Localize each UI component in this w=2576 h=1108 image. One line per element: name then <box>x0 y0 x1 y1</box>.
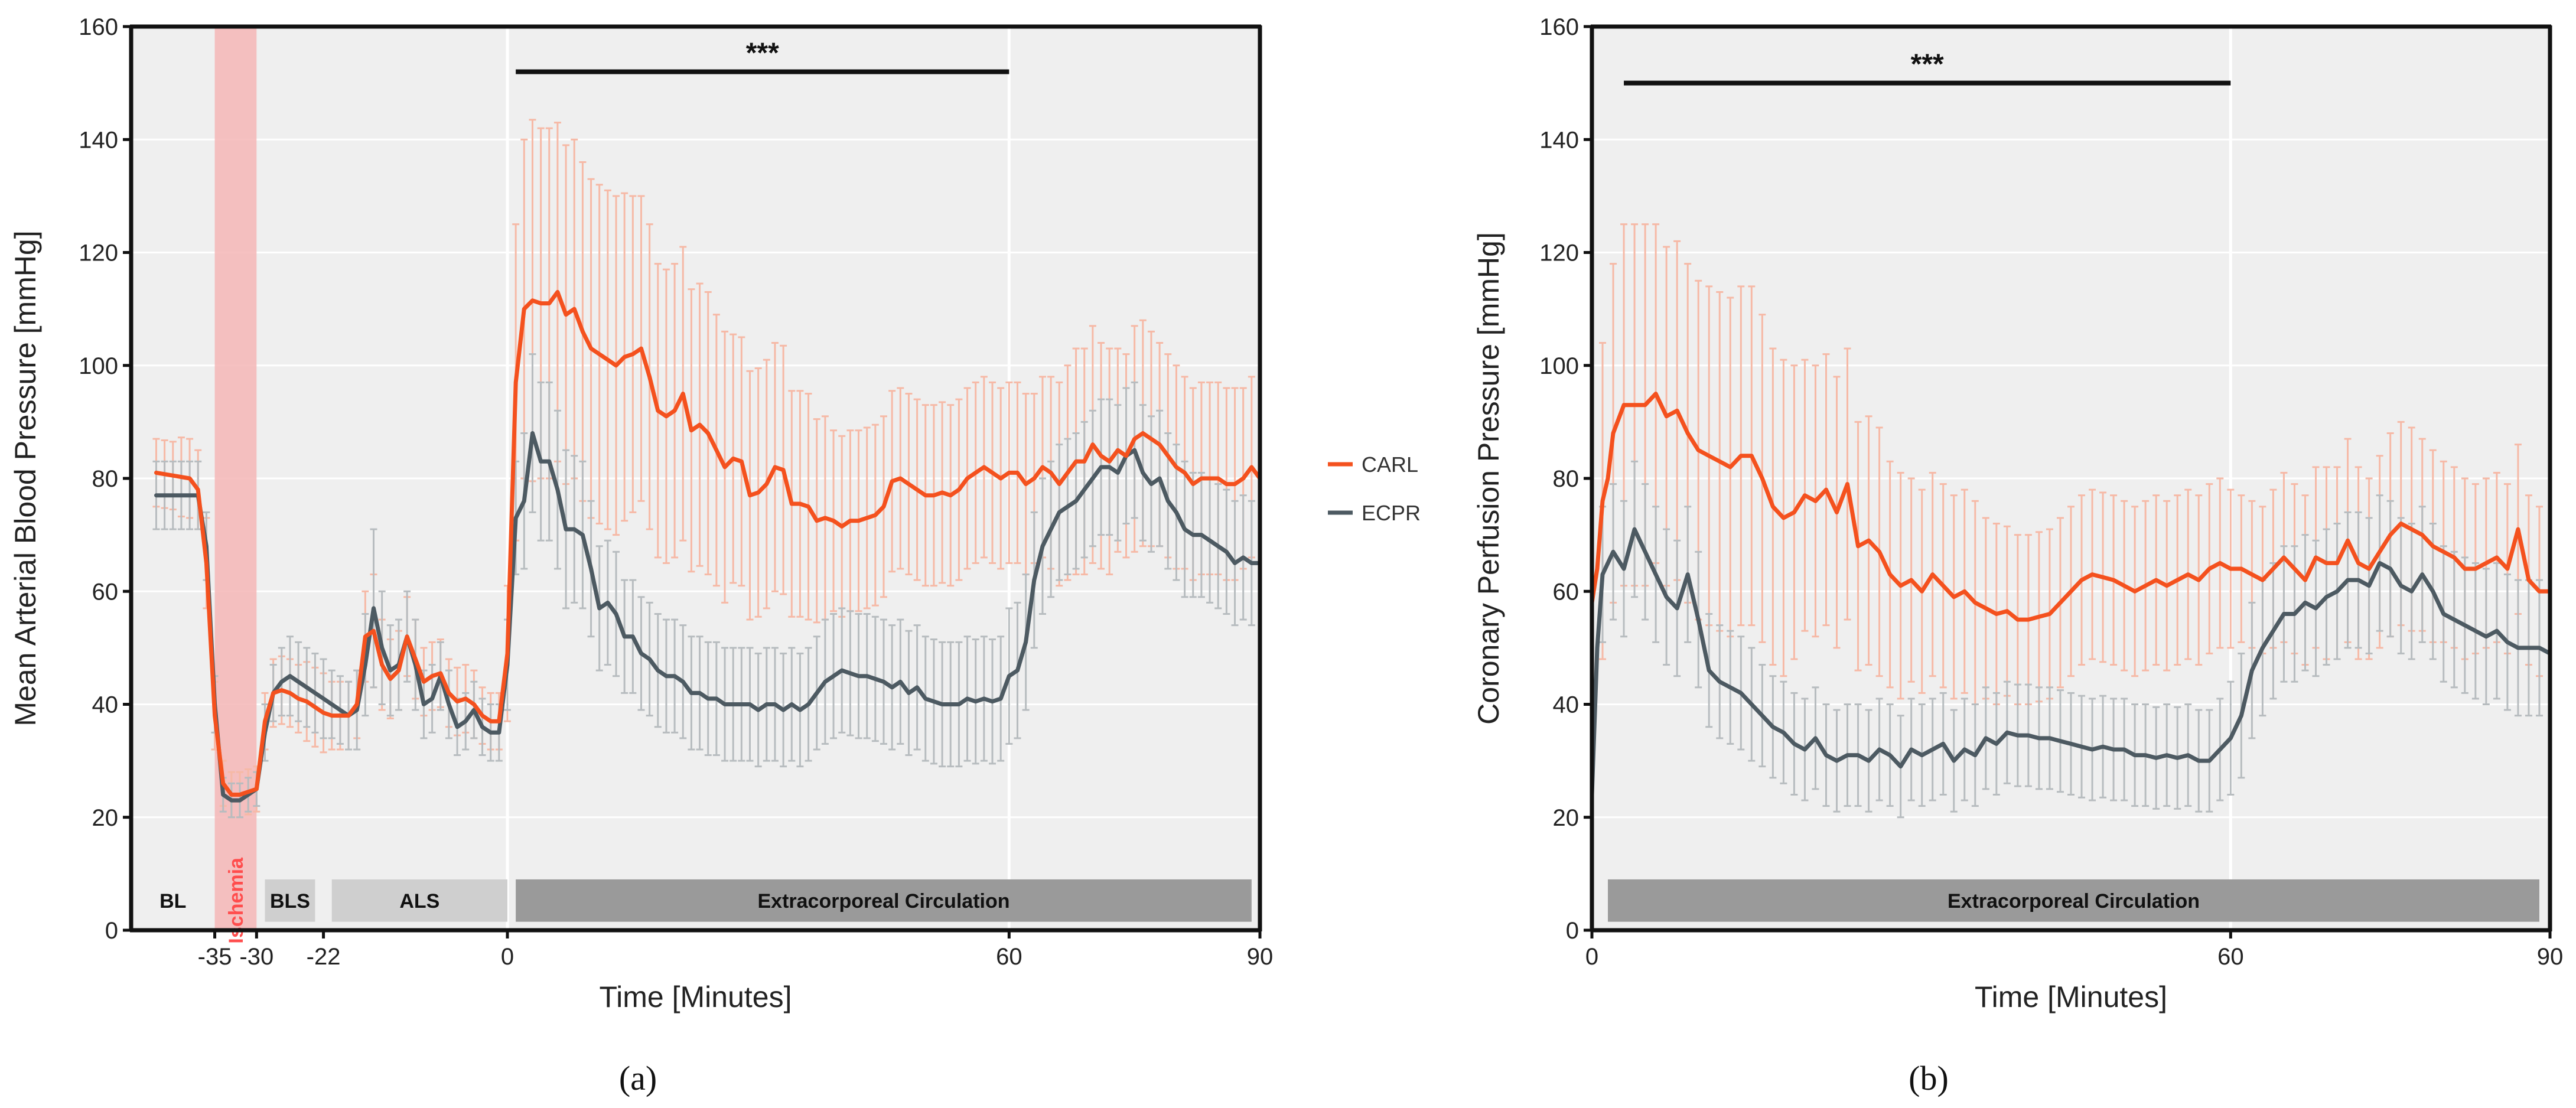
chart-a-x-axis-label: Time [Minutes] <box>599 980 792 1014</box>
panel-a: BL Ischemia BLS ALS Extracorporeal Circulati… <box>9 14 1273 1014</box>
legend: CARL ECPR <box>1328 452 1421 525</box>
chart-b-ytick-label-1: 20 <box>1553 805 1580 831</box>
chart-b-ytick-label-0: 0 <box>1566 918 1579 944</box>
chart-a-xtick-label-3: 0 <box>501 944 514 970</box>
chart-a-ytick-label-2: 40 <box>92 692 119 718</box>
chart-b-ytick-label-7: 140 <box>1539 127 1579 153</box>
chart-a-xtick-label-2: -22 <box>307 944 341 970</box>
chart-b-ytick-label-3: 60 <box>1553 579 1580 605</box>
chart-b-significance-label: *** <box>1911 49 1944 80</box>
chart-a-phase-bls-bar <box>265 879 315 922</box>
chart-a-ytick-label-1: 20 <box>92 805 119 831</box>
chart-b-xtick-label-1: 60 <box>2217 944 2244 970</box>
panel-b: Extracorporeal Circulation *** 0 20 40 60 80 10… <box>1472 14 2563 1014</box>
chart-a-xtick-label-4: 60 <box>996 944 1022 970</box>
chart-b-xtick-label-0: 0 <box>1585 944 1598 970</box>
chart-b-ytick-label-2: 40 <box>1553 692 1580 718</box>
chart-a-ytick-label-5: 100 <box>79 353 118 379</box>
chart-a-phase-als-bar <box>331 879 507 922</box>
caption-b: (b) <box>1909 1059 1949 1097</box>
chart-a-phase-extracorporeal-circulation-label: Extracorporeal Circulation <box>757 890 1009 913</box>
chart-a-ytick-label-8: 160 <box>79 14 118 40</box>
chart-a-phase-extracorporeal-circulation-bar <box>516 879 1252 922</box>
chart-b-phase-extracorporeal-circulation-bar <box>1608 879 2539 922</box>
chart-a-ytick-label-7: 140 <box>79 127 118 153</box>
chart-a-phase-bl-label: BL <box>159 890 186 913</box>
chart-b-x-axis-label: Time [Minutes] <box>1975 980 2167 1014</box>
chart-b-phase-extracorporeal-circulation-label: Extracorporeal Circulation <box>1948 890 2200 913</box>
chart-a-ytick-label-3: 60 <box>92 579 119 605</box>
legend-label-ecpr: ECPR <box>1362 501 1421 525</box>
chart-b-series-ecpr-line <box>1590 527 2552 797</box>
caption-a: (a) <box>619 1059 657 1097</box>
chart-a-significance-label: *** <box>746 38 779 69</box>
chart-a-ytick-label-0: 0 <box>105 918 118 944</box>
chart-a-xtick-label-1: -30 <box>239 944 273 970</box>
chart-b-xtick-label-2: 90 <box>2537 944 2564 970</box>
chart-a-series-carl-line <box>154 289 1262 797</box>
chart-a-ytick-label-4: 80 <box>92 466 119 492</box>
chart-b-ytick-label-8: 160 <box>1539 14 1579 40</box>
legend-label-carl: CARL <box>1362 452 1418 477</box>
chart-b-y-axis-label: Coronary Perfusion Pressure [mmHg] <box>1472 232 1505 725</box>
chart-b-series-carl-line <box>1590 392 2552 622</box>
chart-a-xtick-label-5: 90 <box>1247 944 1274 970</box>
chart-a-phase-als-label: ALS <box>399 890 439 913</box>
chart-a-ytick-label-6: 120 <box>79 240 118 266</box>
chart-a-phase-bls-label: BLS <box>270 890 310 913</box>
chart-a-xtick-label-0: -35 <box>198 944 232 970</box>
chart-b-ytick-label-4: 80 <box>1553 466 1580 492</box>
chart-b-ytick-label-6: 120 <box>1539 240 1579 266</box>
chart-a-y-axis-label: Mean Arterial Blood Pressure [mmHg] <box>9 230 42 726</box>
chart-b-ytick-label-5: 100 <box>1539 353 1579 379</box>
chart-a-series-ecpr-line <box>154 431 1262 803</box>
